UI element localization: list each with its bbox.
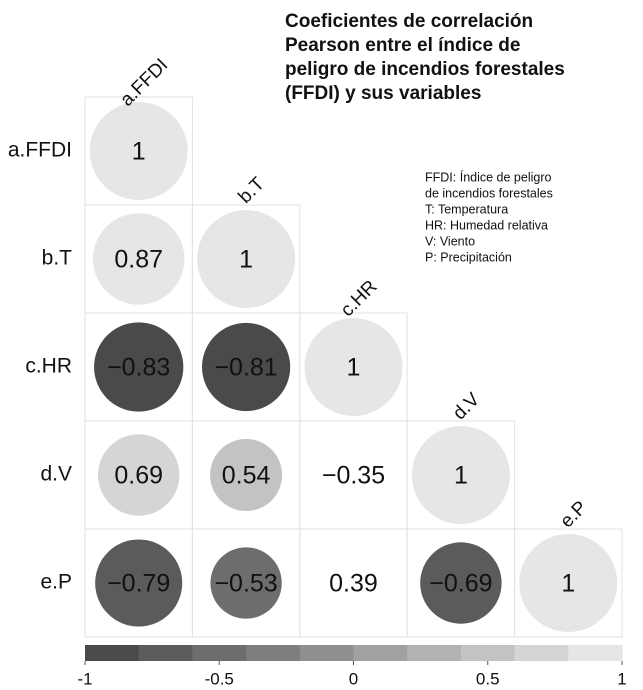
chart-title: peligro de incendios forestales <box>285 59 565 80</box>
colorbar-bin <box>407 645 462 661</box>
circle <box>420 542 502 624</box>
column-label: a.FFDI <box>116 55 172 111</box>
colorbar-tick-label: 1 <box>617 669 626 688</box>
value-label: 0.54 <box>222 462 271 490</box>
column-label: e.P <box>556 497 591 532</box>
colorbar-bin <box>138 645 193 661</box>
chart-title: (FFDI) y sus variables <box>285 83 481 104</box>
colorbar-bin <box>192 645 247 661</box>
cell <box>514 528 623 638</box>
row-label: a.FFDI <box>8 139 72 162</box>
circle <box>519 534 618 632</box>
note: de incendios forestales <box>425 186 553 200</box>
colorbar-bin <box>246 645 301 661</box>
circle <box>210 547 282 619</box>
row-label: d.V <box>40 463 72 486</box>
colorbar-bin <box>353 645 408 661</box>
value-label: −0.81 <box>214 354 277 382</box>
value-label: 1 <box>561 570 575 598</box>
value-label: 1 <box>347 354 361 382</box>
column-label: c.HR <box>337 276 382 321</box>
value-label: −0.69 <box>429 570 492 598</box>
colorbar-bin <box>299 645 354 661</box>
colorbar-tick-label: -0.5 <box>205 669 234 688</box>
colorbar-tick-label: 0 <box>349 669 358 688</box>
circle <box>92 213 185 305</box>
circle <box>95 539 183 627</box>
value-label: 0.39 <box>329 570 378 598</box>
row-label: b.T <box>42 247 73 270</box>
chart-title: Pearson entre el índice de <box>285 35 520 56</box>
value-label: 1 <box>132 138 146 166</box>
note: T: Temperatura <box>425 202 508 216</box>
colorbar-tick-label: -1 <box>77 669 92 688</box>
value-label: −0.53 <box>214 570 277 598</box>
note: P: Precipitación <box>425 250 512 264</box>
circle <box>89 102 188 200</box>
value-label: 0.87 <box>114 246 163 274</box>
colorbar-bin <box>514 645 569 661</box>
circle <box>304 318 403 416</box>
circle <box>197 210 296 308</box>
colorbar-tick-label: 0.5 <box>476 669 500 688</box>
value-label: −0.83 <box>107 354 170 382</box>
column-label: b.T <box>235 173 270 208</box>
circle <box>94 322 184 412</box>
note: V: Viento <box>425 234 475 248</box>
note: HR: Humedad relativa <box>425 218 548 232</box>
value-label: −0.35 <box>322 462 385 490</box>
colorbar-bin <box>85 645 140 661</box>
note: FFDI: Índice de peligro <box>425 169 551 184</box>
value-label: 1 <box>454 462 468 490</box>
chart-title: Coeficientes de correlación <box>285 11 533 32</box>
row-label: c.HR <box>25 355 72 378</box>
circle <box>202 322 291 412</box>
value-label: 1 <box>239 246 253 274</box>
colorbar-bin <box>460 645 516 661</box>
value-label: −0.79 <box>107 570 170 598</box>
row-label: e.P <box>40 571 72 594</box>
value-label: 0.69 <box>114 462 163 490</box>
colorbar-bin <box>568 645 623 661</box>
circle <box>210 438 283 512</box>
column-label: d.V <box>449 389 484 424</box>
circle <box>411 426 510 524</box>
circle <box>97 434 180 516</box>
